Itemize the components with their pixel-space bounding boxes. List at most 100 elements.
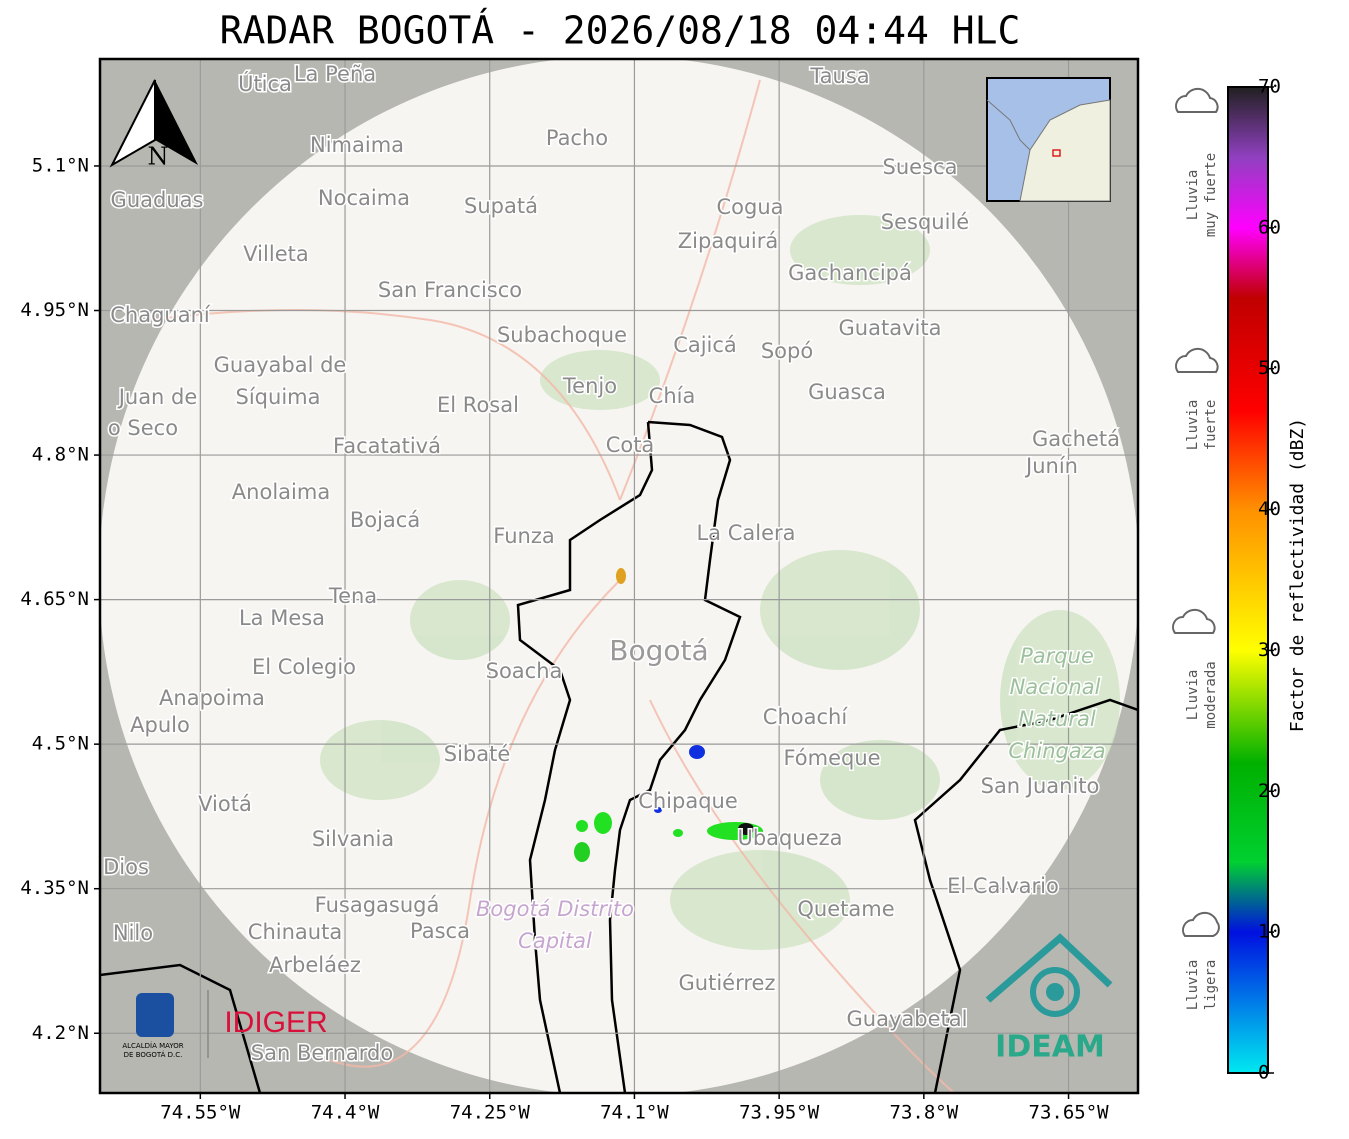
place-label: Gutiérrez (679, 971, 776, 995)
place-label: Juan de (117, 385, 198, 409)
place-label: Nacional (1010, 675, 1101, 699)
ideam-logo: IDEAM (995, 1030, 1105, 1065)
place-label: Nimaima (310, 133, 404, 157)
place-label: Capital (518, 929, 592, 953)
place-label: Bogotá (609, 634, 708, 667)
lon-tick-label: 73.95°W (739, 1102, 820, 1124)
basemap (100, 59, 1138, 1093)
place-label: La Mesa (239, 606, 325, 630)
colorbar-tick-label: 0 (1258, 1062, 1269, 1084)
rain-level-label: ligera (1203, 960, 1219, 1011)
place-label: Sibaté (444, 742, 511, 766)
place-label: Gachancipá (788, 261, 912, 285)
place-label: Sopó (761, 339, 813, 363)
rain-level-label: Lluvia (1185, 960, 1201, 1011)
idiger-logo: IDIGER (224, 1006, 327, 1039)
place-label: Guaduas (111, 188, 204, 212)
lat-tick-label: 4.8°N (32, 444, 89, 466)
lon-tick-label: 73.8°W (890, 1102, 959, 1124)
north-arrow: N (109, 79, 198, 171)
place-label: El Rosal (437, 393, 519, 417)
inset-map (986, 77, 1111, 202)
place-label: Villeta (243, 242, 308, 266)
place-label: Sesquilé (881, 210, 969, 234)
lat-tick-label: 4.2°N (32, 1022, 89, 1044)
place-label: Guasca (808, 380, 886, 404)
place-label: Chipaque (638, 789, 738, 813)
place-label: Choachí (763, 705, 849, 729)
place-label: Fusagasugá (315, 893, 440, 917)
colorbar-ramp (1227, 86, 1269, 1074)
place-label: Facatativá (333, 434, 441, 458)
place-label: o Seco (108, 416, 178, 440)
colorbar-tick-label: 50 (1258, 357, 1281, 379)
place-label: Bojacá (350, 508, 420, 532)
place-label: Arbeláez (269, 953, 361, 977)
place-label: Pacho (546, 126, 608, 150)
lat-tick-label: 4.95°N (20, 299, 89, 321)
place-label: Nocaima (318, 186, 410, 210)
place-label: Gachetá (1032, 427, 1120, 451)
place-label: El Colegio (252, 655, 356, 679)
place-label: Viotá (198, 792, 252, 816)
colorbar-tick-label: 10 (1258, 921, 1281, 943)
north-label: N (148, 143, 169, 171)
place-label: Guayabal de (214, 353, 347, 377)
place-label: Anolaima (232, 480, 330, 504)
rain-level-label: Lluvia (1185, 170, 1201, 221)
place-labels: Útica La Peña Tausa Pacho Nimaima Guaduas Noca… (102, 61, 1122, 1067)
place-label: El Calvario (947, 874, 1059, 898)
colorbar-tick-label: 40 (1258, 498, 1281, 520)
lat-tick-label: 4.35°N (20, 877, 89, 899)
place-label: Quetame (797, 897, 894, 921)
colorbar-label: Factor de reflectividad (dBZ) (1287, 418, 1308, 732)
place-label: Apulo (130, 713, 190, 737)
place-label: Soacha (486, 659, 563, 683)
place-label: Chingaza (1008, 739, 1105, 763)
place-label: Ubaqueza (737, 826, 842, 850)
rain-level-label: fuerte (1203, 400, 1219, 451)
lon-tick-label: 74.25°W (450, 1102, 531, 1124)
rain-level-label: Lluvia (1185, 670, 1201, 721)
place-label: Chía (649, 384, 696, 408)
place-label: Pasca (410, 919, 470, 943)
place-label: Zipaquirá (678, 229, 778, 253)
place-label: Chinauta (248, 920, 342, 944)
rain-level-label: moderada (1203, 661, 1219, 728)
colorbar-tick-label: 20 (1258, 780, 1281, 802)
place-label: Chaguaní (110, 303, 211, 327)
place-label: Bogotá Distrito (476, 897, 634, 921)
lat-tick-label: 4.5°N (32, 733, 89, 755)
colorbar: Factor de reflectividad (dBZ) 0 10 20 30 40 5… (1227, 76, 1308, 1084)
place-label: San Francisco (378, 278, 522, 302)
place-label: Anapoima (159, 686, 265, 710)
rain-level-label: muy fuerte (1203, 153, 1219, 237)
place-label: Guatavita (839, 316, 942, 340)
rain-level-label: Lluvia (1185, 400, 1201, 451)
vegetation (320, 215, 1120, 950)
lon-tick-label: 74.55°W (160, 1102, 241, 1124)
place-label: Cota (606, 433, 655, 457)
radar-echoes (574, 568, 763, 862)
place-label: Dios (103, 855, 149, 879)
alcaldia-text: ALCALDÍA MAYOR (122, 1041, 183, 1050)
place-label: Natural (1018, 707, 1096, 731)
place-label: Subachoque (497, 323, 627, 347)
place-label: Síquima (236, 385, 321, 409)
place-label: Junín (1024, 454, 1078, 478)
place-label: Nilo (113, 921, 153, 945)
place-label: Guayabetal (847, 1007, 968, 1031)
place-label: La Calera (696, 521, 795, 545)
place-label: Supatá (464, 194, 538, 218)
lat-tick-label: 4.65°N (20, 588, 89, 610)
colorbar-tick-label: 70 (1258, 76, 1281, 98)
place-label: San Bernardo (251, 1041, 393, 1065)
place-label: Silvania (312, 827, 394, 851)
place-label: Cajicá (673, 333, 737, 357)
place-label: La Peña (294, 62, 376, 86)
place-label: Fómeque (783, 746, 880, 770)
lat-tick-label: 5.1°N (32, 154, 89, 176)
graticule: 74.55°W 74.4°W 74.25°W 74.1°W 73.95°W 73.8°W 7… (20, 59, 1138, 1124)
